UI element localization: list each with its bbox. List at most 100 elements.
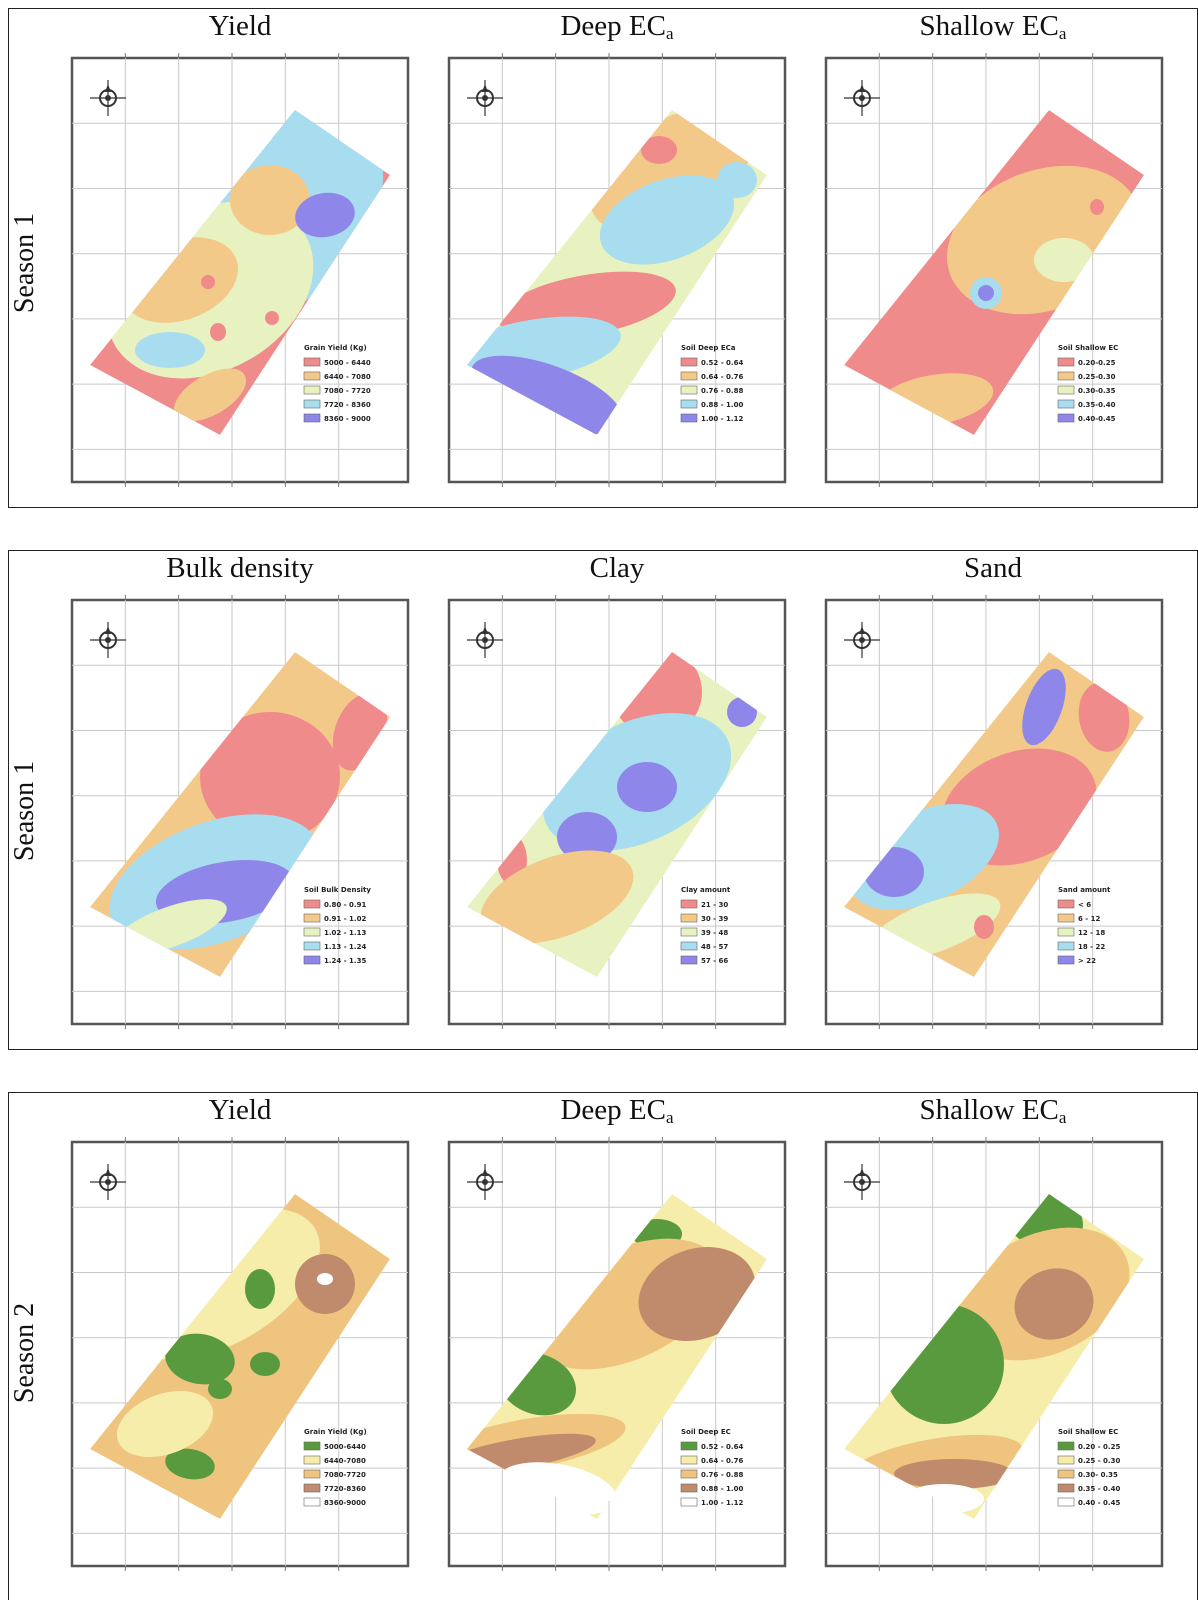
legend-swatch (1058, 1484, 1074, 1492)
legend-label: < 6 (1078, 901, 1091, 909)
legend-label: 0.52 - 0.64 (701, 1443, 743, 1451)
legend-title: Sand amount (1058, 886, 1111, 894)
legend-label: 8360 - 9000 (324, 415, 371, 423)
legend-swatch (681, 372, 697, 380)
legend-swatch (1058, 1498, 1074, 1506)
legend-label: 57 - 66 (701, 957, 728, 965)
legend-label: 1.00 - 1.12 (701, 1499, 743, 1507)
legend-title: Soil Deep ECa (681, 344, 736, 352)
map-deep-ec-s2: Soil Deep EC 0.52 - 0.64 0.64 - 0.76 0.76 -… (437, 1134, 797, 1574)
legend-swatch (304, 1498, 320, 1506)
legend-label: 5000-6440 (324, 1443, 366, 1451)
legend-swatch (681, 1456, 697, 1464)
legend-swatch (681, 386, 697, 394)
legend-label: 0.88 - 1.00 (701, 401, 743, 409)
legend-swatch (1058, 414, 1074, 422)
legend-title: Soil Shallow EC (1058, 1428, 1118, 1436)
zone-patch (317, 1273, 333, 1285)
legend-label: 0.76 - 0.88 (701, 1471, 743, 1479)
legend-label: 0.64 - 0.76 (701, 1457, 743, 1465)
legend-label: 0.30- 0.35 (1078, 1471, 1118, 1479)
zone-patch (978, 285, 994, 301)
zone-patch (210, 323, 226, 341)
map-yield-s2: Grain Yield (Kg) 5000-6440 6440-7080 7080-7… (60, 1134, 420, 1574)
season-label: Season 2 (9, 1303, 41, 1403)
map-yield-s1: Grain Yield (Kg)5000 - 64406440 - 708070… (60, 50, 420, 490)
legend-label: 1.00 - 1.12 (701, 415, 743, 423)
zone-patch (208, 1379, 232, 1399)
legend-title: Grain Yield (Kg) (304, 344, 367, 352)
legend-title: Soil Deep EC (681, 1428, 731, 1436)
zone-patch (1090, 199, 1104, 215)
legend-swatch (1058, 386, 1074, 394)
panel-title-shallow-eca: Shallow ECa (808, 1094, 1178, 1128)
legend-label: > 22 (1078, 957, 1096, 965)
map-sand-s1: Sand amount < 6 6 - 12 12 - 18 18 - 22 > 22 (814, 592, 1174, 1032)
legend-swatch (304, 358, 320, 366)
legend-swatch (1058, 372, 1074, 380)
legend-label: 48 - 57 (701, 943, 728, 951)
legend-swatch (681, 900, 697, 908)
legend-swatch (681, 1470, 697, 1478)
legend-swatch (304, 414, 320, 422)
panel-title-clay: Clay (432, 552, 802, 585)
legend-swatch (1058, 1456, 1074, 1464)
map-deep-ec-s1: Soil Deep ECa 0.52 - 0.64 0.64 - 0.76 0.76 … (437, 50, 797, 490)
legend-label: 12 - 18 (1078, 929, 1105, 937)
panel-title-sand: Sand (808, 552, 1178, 585)
legend-swatch (681, 914, 697, 922)
legend-title: Clay amount (681, 886, 731, 894)
map-shallow-ec-s2: Soil Shallow EC 0.20 - 0.25 0.25 - 0.30 0.3… (814, 1134, 1174, 1574)
legend-label: 0.76 - 0.88 (701, 387, 743, 395)
legend-swatch (681, 414, 697, 422)
legend-swatch (681, 1498, 697, 1506)
season-label: Season 1 (9, 213, 41, 313)
legend-swatch (304, 1456, 320, 1464)
legend-label: 30 - 39 (701, 915, 728, 923)
zone-patch (717, 162, 757, 198)
panel-title-yield: Yield (55, 10, 425, 43)
panel-title-deep-eca: Deep ECa (432, 1094, 802, 1128)
legend-swatch (1058, 956, 1074, 964)
panel-title-shallow-eca: Shallow ECa (808, 10, 1178, 44)
legend-label: 0.25 - 0.30 (1078, 1457, 1120, 1465)
legend-title: Soil Shallow EC (1058, 344, 1118, 352)
legend-label: 39 - 48 (701, 929, 728, 937)
zone-patch (250, 1352, 280, 1376)
legend-label: 0.52 - 0.64 (701, 359, 743, 367)
zone-patch (974, 915, 994, 939)
legend-swatch (681, 928, 697, 936)
legend-swatch (681, 956, 697, 964)
map-bulk-density-s1: Soil Bulk Density 0.80 - 0.91 0.91 - 1.02 1… (60, 592, 420, 1032)
zone-patch (617, 762, 677, 812)
legend-swatch (1058, 914, 1074, 922)
legend-label: 8360-9000 (324, 1499, 366, 1507)
legend-swatch (304, 1470, 320, 1478)
legend-swatch (304, 928, 320, 936)
legend-label: 0.35 - 0.40 (1078, 1485, 1120, 1493)
legend-label: 7720 - 8360 (324, 401, 371, 409)
legend-swatch (304, 400, 320, 408)
legend-label: 0.30-0.35 (1078, 387, 1116, 395)
legend-swatch (1058, 400, 1074, 408)
map-shallow-ec-s1: Soil Shallow EC0.20-0.250.25-0.300.30-0.… (814, 50, 1174, 490)
legend-label: 6 - 12 (1078, 915, 1101, 923)
panel-title-yield: Yield (55, 1094, 425, 1127)
legend-swatch (304, 372, 320, 380)
legend-label: 1.24 - 1.35 (324, 957, 366, 965)
legend-swatch (304, 942, 320, 950)
legend-swatch (304, 1484, 320, 1492)
legend-label: 0.88 - 1.00 (701, 1485, 743, 1493)
legend-swatch (1058, 942, 1074, 950)
legend-swatch (304, 1442, 320, 1450)
legend-swatch (1058, 358, 1074, 366)
legend-swatch (304, 386, 320, 394)
legend-swatch (1058, 1442, 1074, 1450)
zone-patch (135, 332, 205, 368)
legend-label: 7080-7720 (324, 1471, 366, 1479)
legend-label: 18 - 22 (1078, 943, 1105, 951)
legend-label: 0.40 - 0.45 (1078, 1499, 1120, 1507)
legend-label: 7080 - 7720 (324, 387, 371, 395)
legend-swatch (1058, 928, 1074, 936)
zone-patch (201, 275, 215, 289)
